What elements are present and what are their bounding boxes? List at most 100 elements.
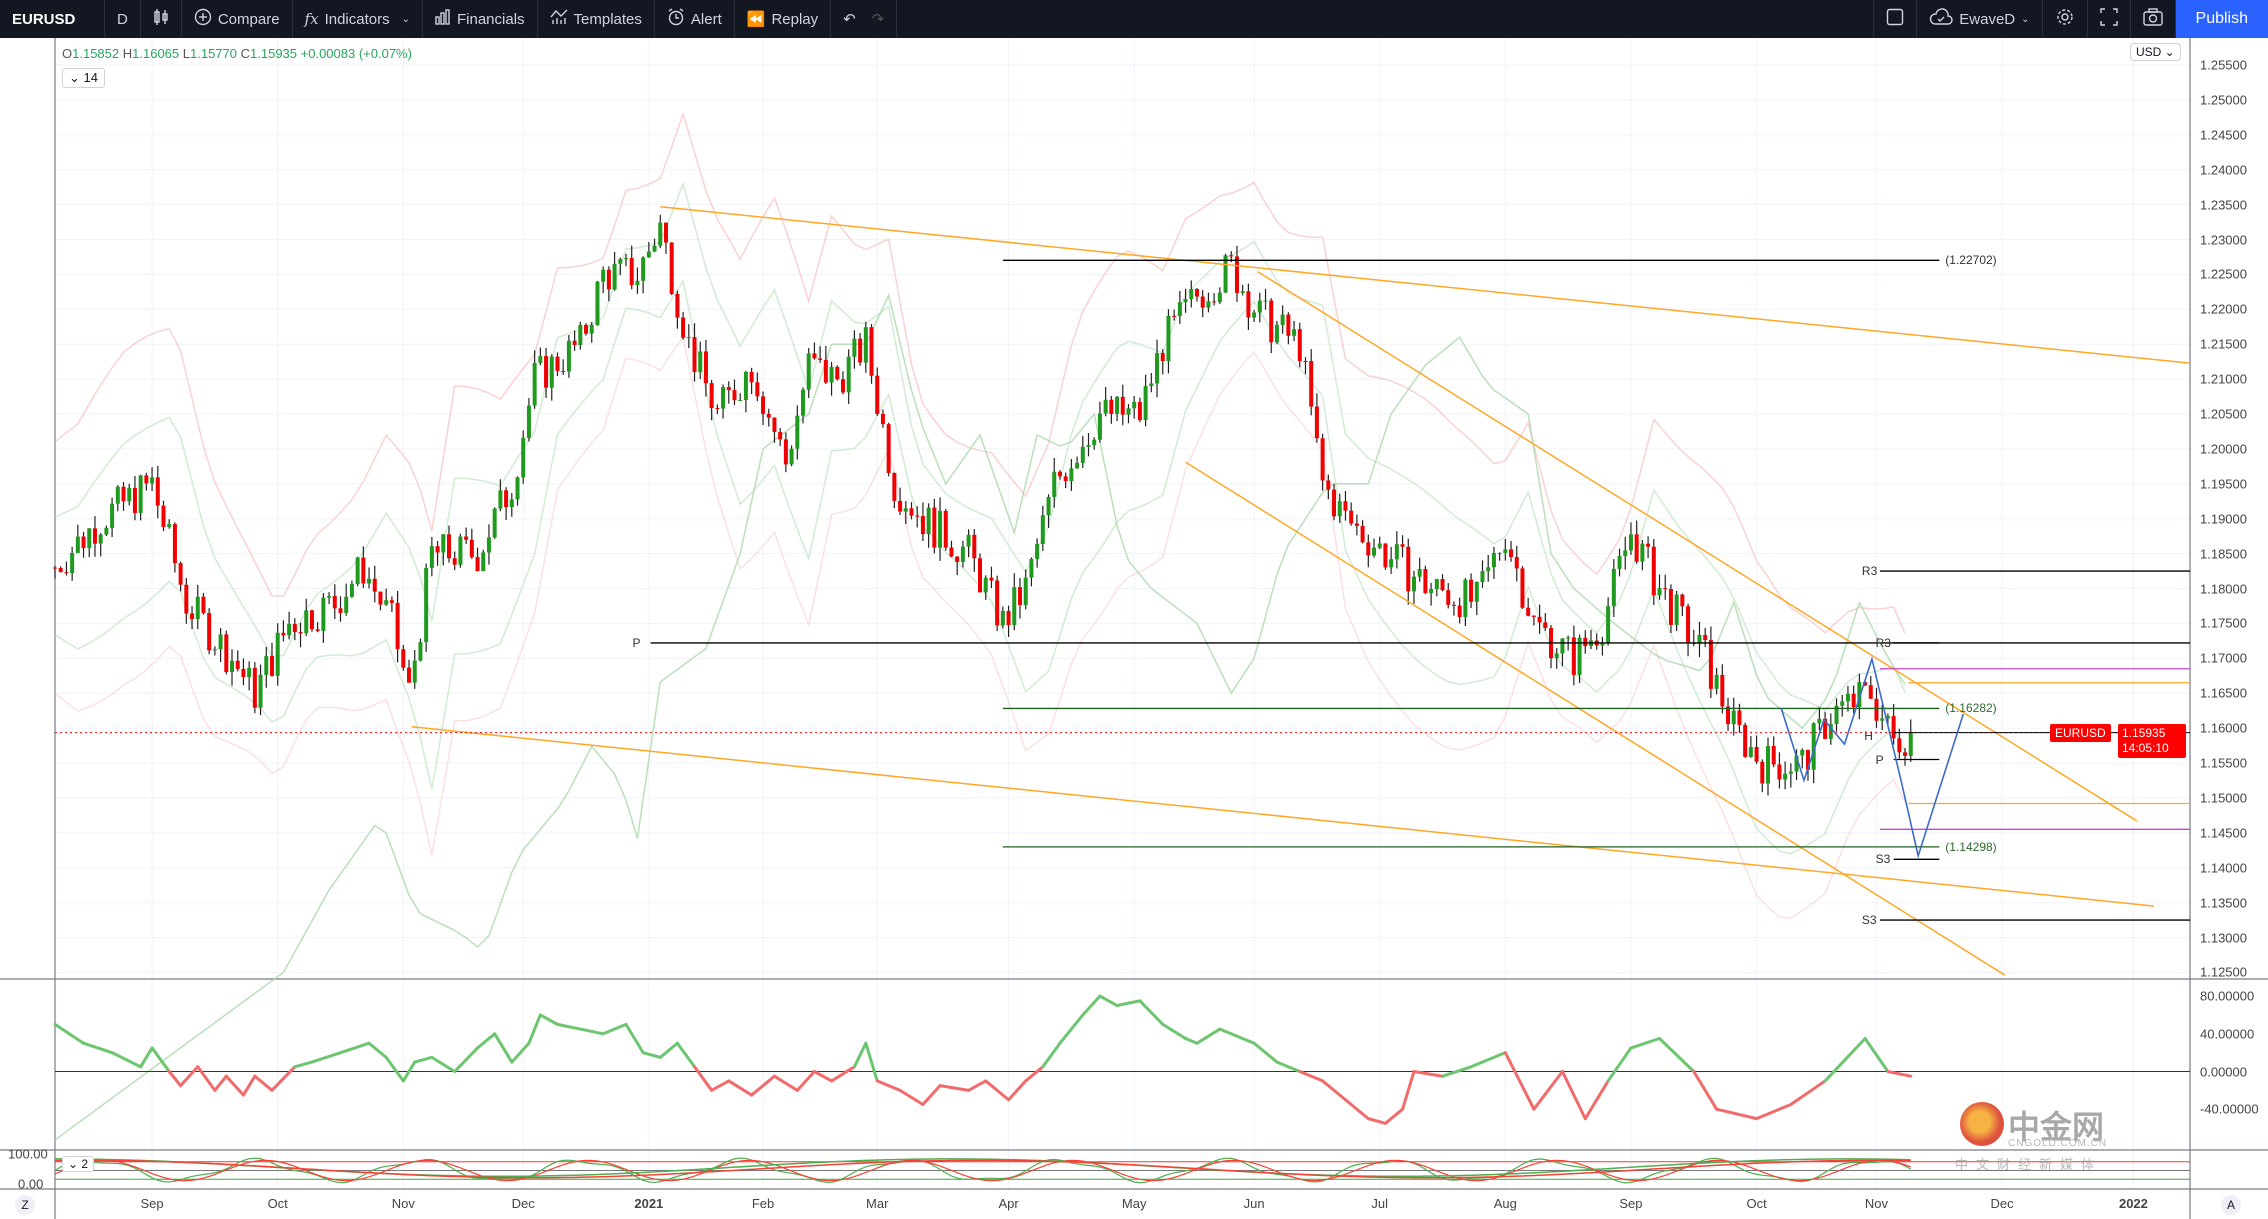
candle-body (1429, 589, 1434, 593)
candle-body (1480, 571, 1485, 583)
replay-button[interactable]: ⏪ Replay (735, 0, 832, 38)
oscillator-segment (53, 1022, 86, 1045)
oscillator-segment (1007, 1079, 1028, 1102)
gear-icon (2055, 7, 2075, 31)
candle-body (1394, 544, 1399, 560)
currency-select[interactable]: USD ⌄ (2130, 43, 2181, 61)
oscillator-segment (1058, 1013, 1085, 1045)
compare-button[interactable]: Compare (182, 0, 293, 38)
alert-button[interactable]: Alert (655, 0, 735, 38)
candle-body (452, 558, 457, 565)
candle-body (658, 222, 663, 246)
candle-body (1377, 543, 1382, 548)
interval-button[interactable]: D (105, 0, 141, 38)
candle-body (1457, 605, 1462, 618)
candle-body (384, 600, 389, 605)
oscillator-segment (710, 1079, 731, 1092)
level-label: S3 (1875, 852, 1891, 867)
candle-body (1069, 468, 1074, 482)
candle-body (1229, 255, 1234, 257)
candle-body (195, 596, 200, 620)
time-axis-tick: Nov (391, 1196, 415, 1211)
candle-body (686, 337, 691, 339)
publish-button[interactable]: Publish (2175, 0, 2268, 38)
chevron-down-icon[interactable]: ⌄ (2021, 13, 2030, 25)
stoch-k-line (54, 1157, 1912, 1184)
chart-type-button[interactable] (141, 0, 182, 38)
candle-body (1817, 718, 1822, 724)
candle-body (692, 337, 697, 373)
undo-button[interactable]: ↶ ↷ (831, 0, 898, 38)
save-layout-button[interactable]: EwaveD ⌄ (1917, 0, 2043, 38)
candle-body (1611, 568, 1616, 607)
candle-body (1103, 399, 1108, 414)
candle-body (1891, 716, 1896, 739)
settings-button[interactable] (2043, 0, 2088, 38)
zoom-reset-button[interactable]: Z (15, 1195, 35, 1215)
fullscreen-button[interactable] (2088, 0, 2131, 38)
symbol-label: EURUSD (12, 10, 76, 28)
oscillator-segment (1161, 1022, 1188, 1041)
candle-body (110, 503, 115, 528)
redo-icon[interactable]: ↷ (871, 11, 885, 28)
oscillator-segment (310, 1051, 342, 1064)
candle-body (1423, 569, 1428, 593)
oscillator-segment (1383, 1107, 1405, 1125)
candle-body (761, 396, 766, 414)
oscillator-segment (1343, 1098, 1370, 1121)
financials-button[interactable]: Financials (423, 0, 538, 38)
interval-label: D (117, 10, 128, 28)
stoch-axis-tick: 100.00 (8, 1146, 48, 1162)
candle-body (412, 660, 417, 683)
candle-body (806, 353, 811, 390)
undo-icon: ↶ (843, 11, 856, 28)
candle-body (1903, 752, 1908, 756)
indicators-collapse-button[interactable]: ⌄ 14 (62, 68, 105, 88)
candle-body (584, 324, 589, 334)
candle-body (532, 362, 537, 406)
layout-select-button[interactable] (1873, 0, 1918, 38)
candle-body (601, 269, 606, 282)
candle-body (561, 371, 566, 373)
last-price: 1.15935 (2122, 725, 2166, 740)
price-axis-tick: 1.13000 (2200, 930, 2247, 945)
candle-body (1320, 438, 1325, 481)
price-axis-tick: 1.22500 (2200, 266, 2247, 282)
screenshot-button[interactable] (2131, 0, 2176, 38)
high-value: 1.16065 (132, 46, 180, 61)
candle-body (526, 405, 531, 438)
auto-scale-button[interactable]: A (2221, 1195, 2241, 1215)
time-axis-tick: Aug (1493, 1196, 1517, 1211)
chevron-down-icon[interactable]: ⌄ (401, 13, 410, 25)
candle-body (823, 359, 828, 383)
templates-button[interactable]: Templates (538, 0, 655, 38)
candle-body (1332, 489, 1337, 517)
oscillator-segment (693, 1065, 714, 1092)
price-axis-tick: 1.17000 (2200, 650, 2247, 666)
oscillator-segment (898, 1088, 925, 1106)
indicators-button[interactable]: fx Indicators ⌄ (293, 0, 423, 38)
candle-body (1857, 682, 1862, 708)
candle-body (458, 536, 463, 565)
price-axis-tick: 1.17500 (2200, 615, 2247, 631)
candle-body (641, 257, 646, 281)
candle-body (58, 567, 63, 573)
candle-body (1075, 462, 1080, 469)
candle-body (624, 258, 628, 260)
oscillator-segment (921, 1084, 942, 1106)
lower-band-line (54, 335, 1906, 919)
stoch-collapse-button[interactable]: ⌄ 2 (62, 1156, 95, 1172)
price-axis-tick: 1.18500 (2200, 546, 2247, 562)
oscillator-segment (1081, 994, 1102, 1017)
candle-body (1035, 544, 1040, 560)
candle-body (1063, 476, 1068, 482)
candle-body (755, 382, 760, 397)
candle-body (589, 325, 594, 334)
level-label: (1.16282) (1945, 701, 1997, 716)
candle-body (955, 556, 960, 562)
oscillator-segment (1218, 1027, 1256, 1045)
candle-body (1234, 256, 1239, 293)
symbol-search-button[interactable]: EURUSD (0, 0, 105, 38)
candles-icon (153, 8, 169, 30)
